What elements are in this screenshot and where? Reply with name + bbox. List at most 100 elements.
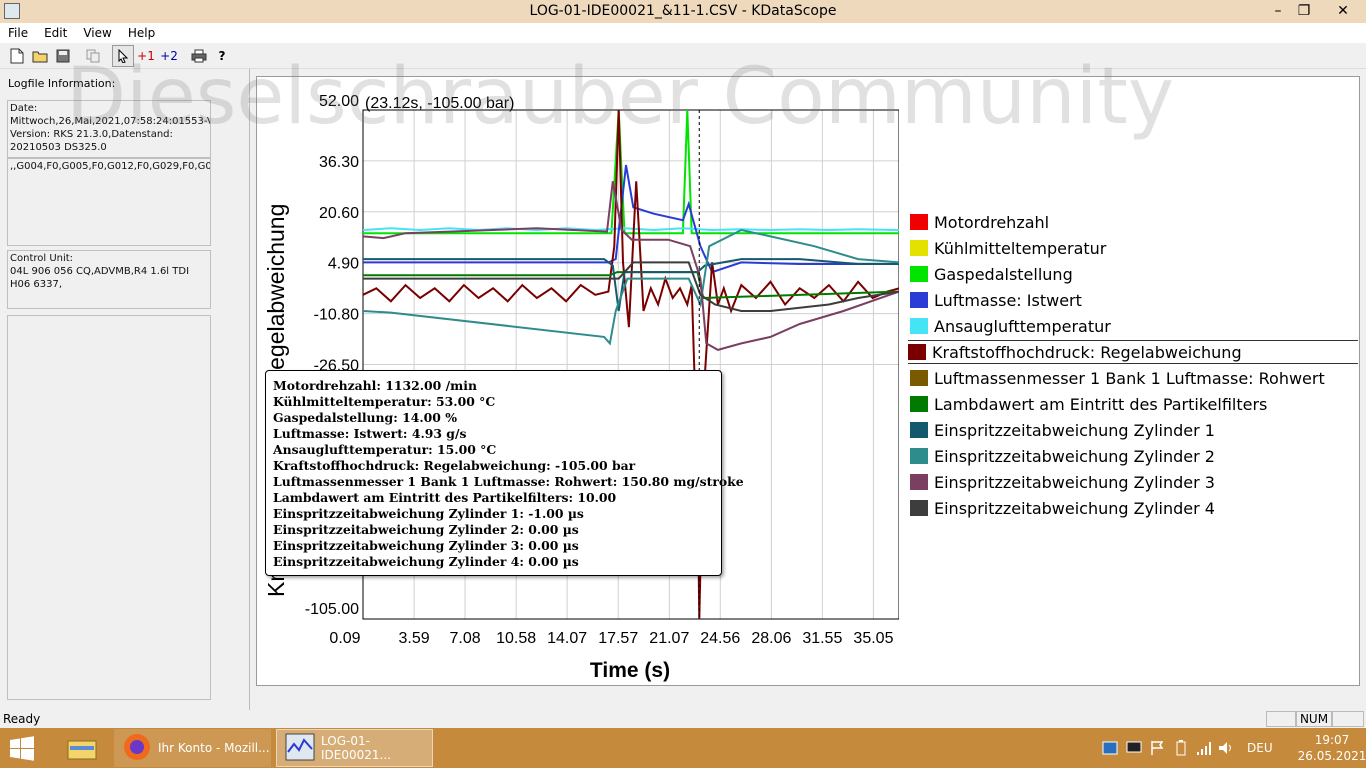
- series-line[interactable]: [362, 181, 899, 351]
- clock-date[interactable]: 26.05.2021: [1297, 749, 1366, 763]
- logfile-info-box: Date: Mittwoch,26,Mai,2021,07:58:24:0155…: [7, 100, 211, 158]
- x-tick-label: 31.55: [802, 630, 842, 647]
- tooltip-line: Luftmasse: Istwert: 4.93 g/s: [273, 426, 467, 441]
- legend-label: Kühlmitteltemperatur: [934, 238, 1107, 258]
- x-tick-label: 14.07: [547, 630, 587, 647]
- action-center-flag-icon[interactable]: [1150, 740, 1164, 759]
- legend-swatch: [910, 448, 928, 464]
- legend-swatch: [910, 396, 928, 412]
- pointer-icon[interactable]: [112, 44, 134, 67]
- tooltip-line: Luftmassenmesser 1 Bank 1 Luftmasse: Roh…: [273, 474, 744, 489]
- value-tooltip: Motordrehzahl: 1132.00 /min Kühlmitteltem…: [265, 370, 744, 576]
- legend-label: Einspritzzeitabweichung Zylinder 4: [934, 498, 1215, 518]
- legend-swatch: [910, 214, 928, 230]
- taskbar-firefox-label: Ihr Konto - Mozill...: [158, 741, 270, 755]
- clock-time[interactable]: 19:07: [1314, 733, 1350, 747]
- legend-item[interactable]: Luftmasse: Istwert: [910, 288, 1082, 312]
- legend-item[interactable]: Einspritzzeitabweichung Zylinder 3: [910, 470, 1215, 494]
- x-tick-label: 24.56: [700, 630, 740, 647]
- fault-codes-box[interactable]: ,,G004,F0,G005,F0,G012,F0,G029,F0,G03: [7, 158, 211, 246]
- legend: Motordrehzahl Kühlmitteltemperatur Gaspeda…: [898, 200, 1358, 683]
- save-icon[interactable]: [52, 45, 74, 67]
- logfile-label: Logfile Information:: [8, 77, 116, 90]
- status-bar: Ready NUM: [0, 710, 1366, 728]
- toolbar-separator: [105, 45, 111, 67]
- toolbar-separator: [181, 45, 187, 67]
- status-cell: [1266, 711, 1296, 727]
- language-indicator[interactable]: DEU: [1247, 741, 1273, 755]
- close-button[interactable]: ✕: [1337, 3, 1349, 19]
- series-line[interactable]: [362, 228, 899, 346]
- copy-icon[interactable]: [82, 45, 104, 67]
- logfile-panel: Logfile Information: Date: Mittwoch,26,M…: [0, 69, 250, 710]
- series-line[interactable]: [362, 109, 899, 620]
- legend-item[interactable]: Luftmassenmesser 1 Bank 1 Luftmasse: Roh…: [910, 366, 1325, 390]
- signal-icon[interactable]: [1196, 740, 1212, 759]
- series-line[interactable]: [363, 261, 899, 312]
- maximize-button[interactable]: ❐: [1297, 3, 1311, 19]
- tooltip-line: Einspritzzeitabweichung Zylinder 3: 0.00…: [273, 538, 579, 553]
- minimize-button[interactable]: –: [1274, 3, 1282, 19]
- tray-network-app-icon[interactable]: [1126, 741, 1142, 758]
- info-line: 20210503 DS325.0: [10, 142, 107, 153]
- new-file-icon[interactable]: [6, 45, 28, 67]
- print-icon[interactable]: [188, 45, 210, 67]
- y-tick-label: -10.80: [314, 307, 359, 324]
- tooltip-line: Kraftstoffhochdruck: Regelabweichung: -1…: [273, 458, 636, 473]
- legend-swatch: [910, 474, 928, 490]
- control-line: 04L 906 056 CQ,ADVMB,R4 1.6l TDI: [10, 266, 190, 277]
- x-tick-label: 7.08: [449, 630, 480, 647]
- legend-label: Luftmassenmesser 1 Bank 1 Luftmasse: Roh…: [934, 368, 1325, 388]
- menu-view[interactable]: View: [83, 26, 112, 40]
- legend-swatch: [910, 500, 928, 516]
- taskbar-firefox[interactable]: Ihr Konto - Mozill...: [114, 729, 271, 767]
- toolbar: +1 +2 ?: [0, 43, 1366, 69]
- tooltip-line: Einspritzzeitabweichung Zylinder 2: 0.00…: [273, 522, 579, 537]
- legend-item[interactable]: Ansauglufttemperatur: [910, 314, 1111, 338]
- series-line[interactable]: [363, 164, 899, 274]
- marker-plus2-button[interactable]: +2: [160, 48, 178, 63]
- y-tick-label: 20.60: [319, 205, 359, 222]
- series-line[interactable]: [363, 109, 899, 235]
- volume-icon[interactable]: [1218, 740, 1234, 759]
- legend-swatch: [910, 292, 928, 308]
- open-folder-icon[interactable]: [29, 45, 51, 67]
- status-num: NUM: [1296, 711, 1332, 727]
- tooltip-line: Motordrehzahl: 1132.00 /min: [273, 378, 477, 393]
- legend-item[interactable]: Kraftstoffhochdruck: Regelabweichung: [908, 340, 1358, 364]
- menu-file[interactable]: File: [8, 26, 29, 40]
- file-explorer-icon[interactable]: [60, 729, 104, 767]
- info-line: Version: RKS 21.3.0,Datenstand:: [10, 129, 173, 140]
- menu-help[interactable]: Help: [127, 26, 156, 40]
- legend-item[interactable]: Einspritzzeitabweichung Zylinder 4: [910, 496, 1215, 520]
- app-icon[interactable]: [4, 3, 20, 19]
- legend-item[interactable]: Einspritzzeitabweichung Zylinder 2: [910, 444, 1215, 468]
- legend-item[interactable]: Einspritzzeitabweichung Zylinder 1: [910, 418, 1215, 442]
- legend-label: Gaspedalstellung: [934, 264, 1073, 284]
- legend-label: Motordrehzahl: [934, 212, 1050, 232]
- tray-app-icon[interactable]: [1102, 741, 1118, 758]
- legend-label: Kraftstoffhochdruck: Regelabweichung: [932, 342, 1242, 362]
- empty-info-box: [7, 315, 211, 700]
- taskbar: Ihr Konto - Mozill... LOG-01-IDE00021...…: [0, 728, 1366, 768]
- series-line[interactable]: [362, 227, 899, 232]
- marker-plus1-button[interactable]: +1: [137, 48, 155, 63]
- fault-codes-text: ,,G004,F0,G005,F0,G012,F0,G029,F0,G03: [10, 161, 211, 172]
- legend-item[interactable]: Motordrehzahl: [910, 210, 1049, 234]
- taskbar-kdatascope[interactable]: LOG-01-IDE00021...: [276, 729, 433, 767]
- legend-label: Ansauglufttemperatur: [934, 316, 1111, 336]
- windows-start-icon[interactable]: [8, 729, 40, 767]
- legend-item[interactable]: Gaspedalstellung: [910, 262, 1073, 286]
- system-tray: DEU 19:07 26.05.2021: [1096, 728, 1366, 768]
- legend-item[interactable]: Lambdawert am Eintritt des Partikelfilte…: [910, 392, 1267, 416]
- help-icon[interactable]: ?: [218, 48, 226, 63]
- tooltip-line: Einspritzzeitabweichung Zylinder 4: 0.00…: [273, 554, 579, 569]
- legend-label: Einspritzzeitabweichung Zylinder 3: [934, 472, 1215, 492]
- battery-icon[interactable]: [1176, 740, 1186, 759]
- legend-item[interactable]: Kühlmitteltemperatur: [910, 236, 1106, 260]
- x-tick-label: 28.06: [751, 630, 791, 647]
- legend-swatch: [910, 370, 928, 386]
- menu-edit[interactable]: Edit: [44, 26, 68, 40]
- tooltip-line: Gaspedalstellung: 14.00 %: [273, 410, 457, 425]
- legend-label: Einspritzzeitabweichung Zylinder 2: [934, 446, 1215, 466]
